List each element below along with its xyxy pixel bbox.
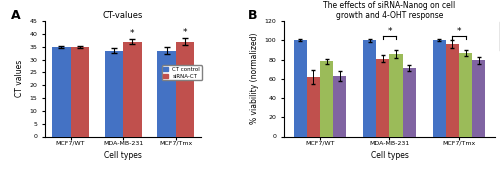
Bar [390,54,402,136]
Bar [70,47,89,136]
Bar [104,51,123,136]
Bar [402,68,416,136]
Bar [446,44,459,136]
Text: *: * [183,28,188,37]
Text: A: A [10,9,20,22]
Bar [52,47,70,136]
Title: CT-values: CT-values [103,11,144,20]
Bar [432,40,446,136]
Text: *: * [130,29,134,38]
Bar [294,40,307,136]
Title: The effects of siRNA-Nanog on cell
growth and 4-OHT response: The effects of siRNA-Nanog on cell growt… [324,1,456,20]
Text: B: B [248,9,258,22]
Bar [376,58,390,136]
Y-axis label: CT values: CT values [15,60,24,97]
Text: *: * [456,27,461,36]
Bar [123,41,142,136]
Bar [472,61,486,136]
Text: *: * [387,27,392,36]
Bar [459,53,472,136]
Bar [158,51,176,136]
X-axis label: Cell types: Cell types [370,151,408,160]
Y-axis label: % viability (normalized): % viability (normalized) [250,33,259,124]
Bar [333,76,346,136]
Bar [307,77,320,136]
X-axis label: Cell types: Cell types [104,151,142,160]
Bar [176,41,194,136]
Legend: CT control, siRNA-CT: CT control, siRNA-CT [162,65,202,80]
Bar [363,40,376,136]
Bar [320,61,333,136]
